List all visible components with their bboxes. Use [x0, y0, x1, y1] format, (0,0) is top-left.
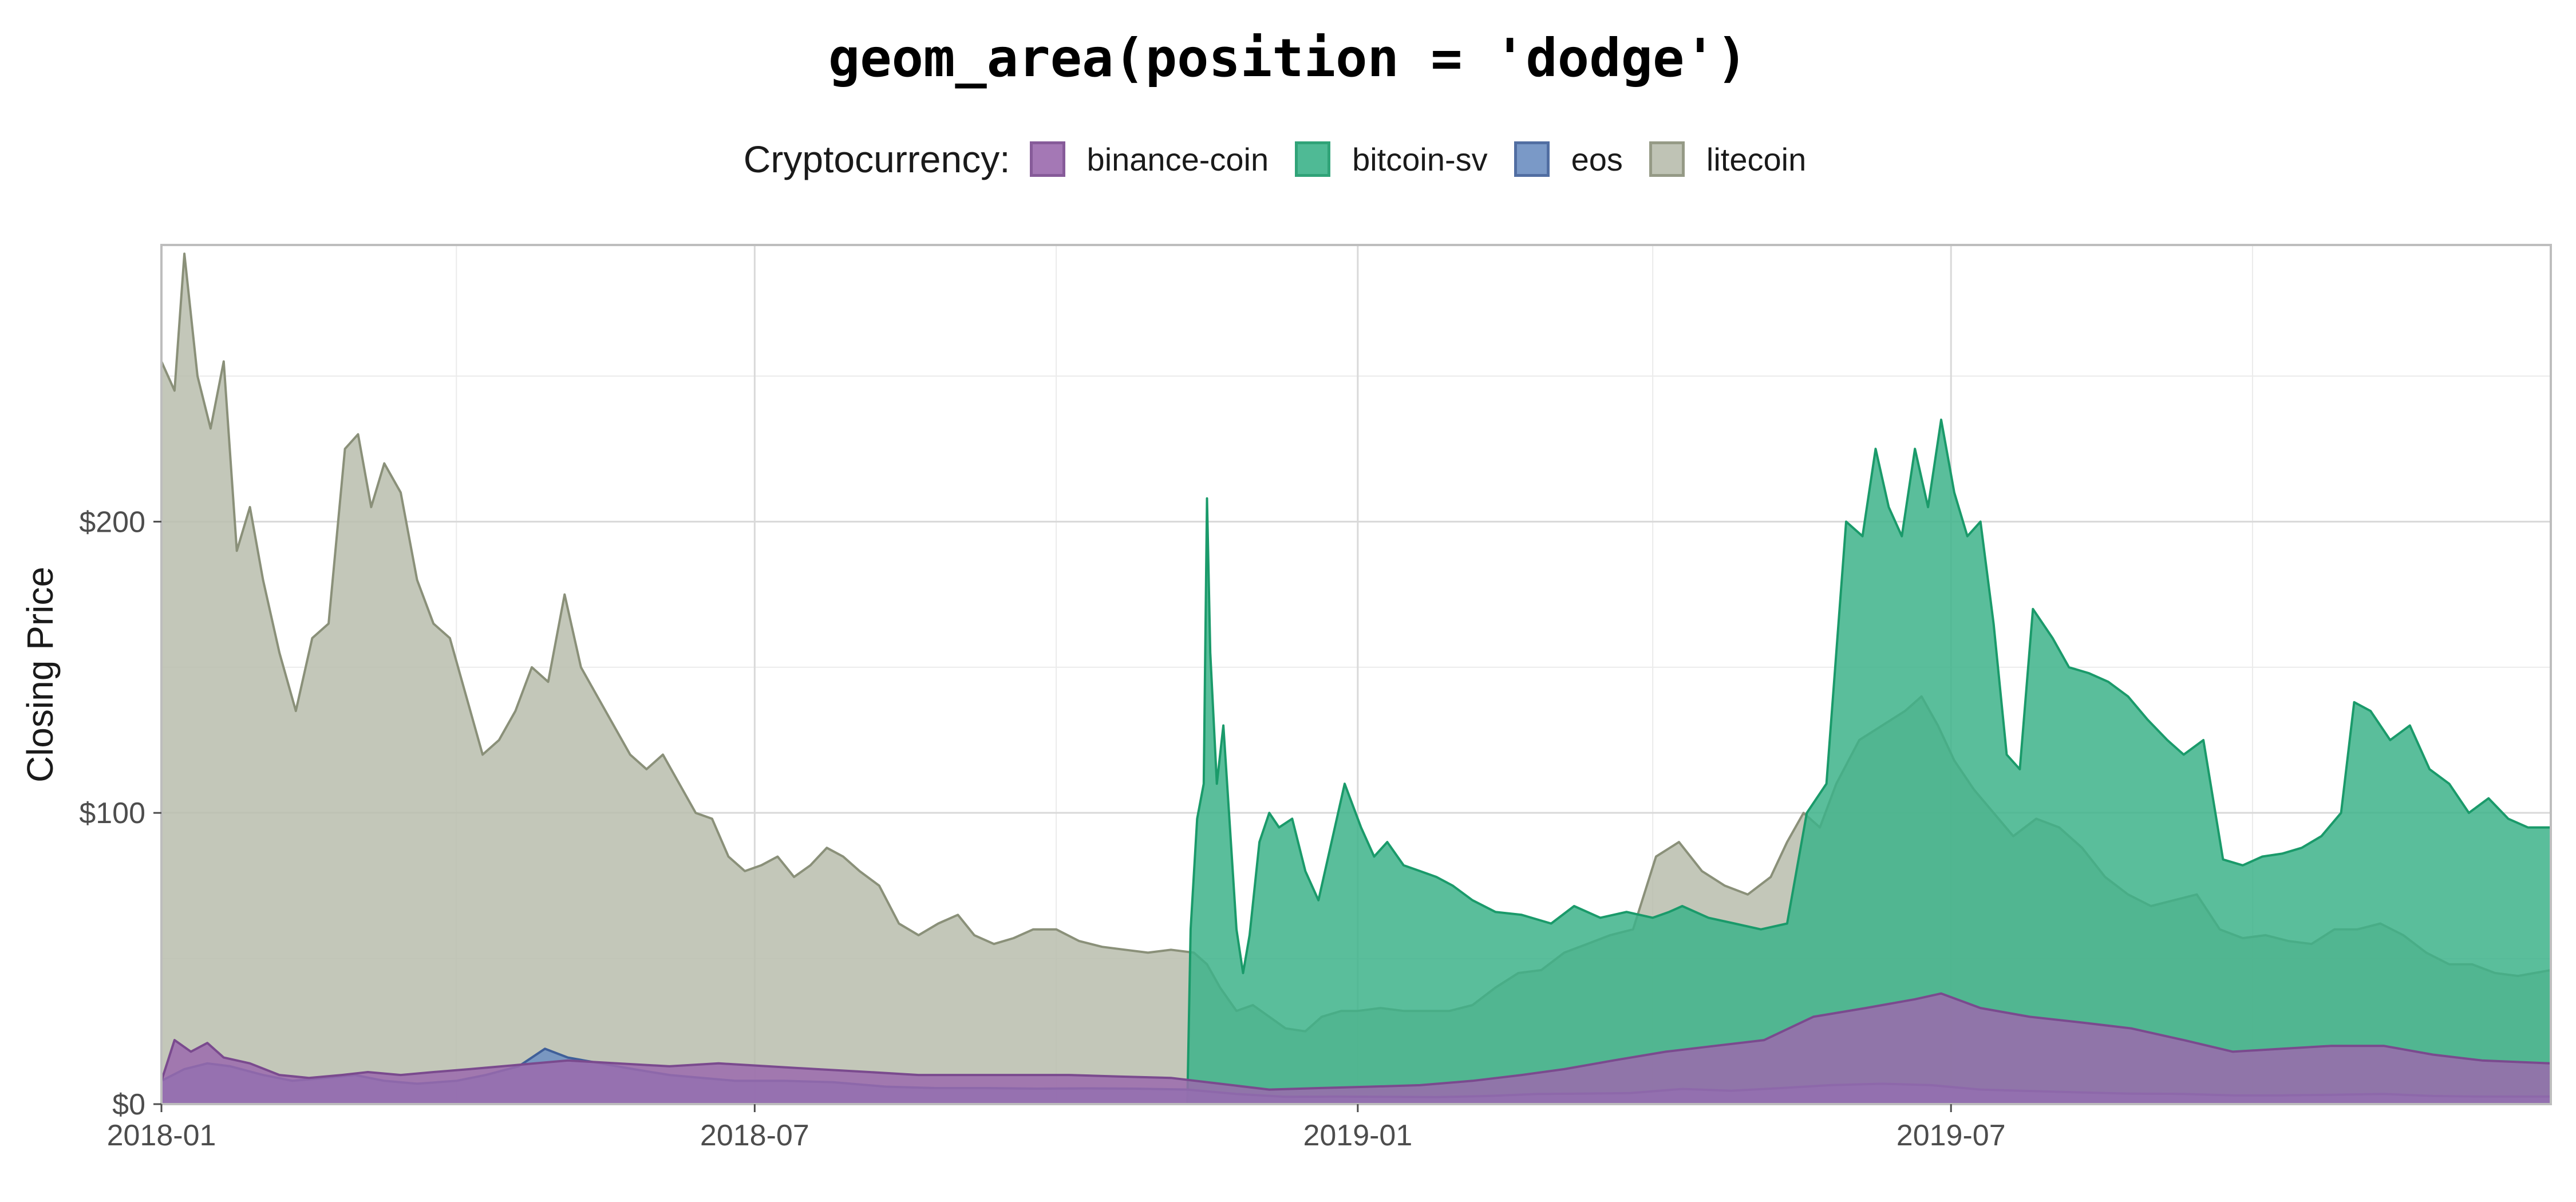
x-tick-label: 2018-01: [107, 1119, 216, 1152]
legend: Cryptocurrency: binance-coin bitcoin-sv …: [0, 131, 2576, 188]
legend-key-litecoin: [1649, 141, 1685, 177]
area-binance-coin: [160, 992, 2552, 1105]
legend-item-bitcoin-sv: bitcoin-sv: [1295, 141, 1488, 178]
panel-border: [160, 244, 2552, 1105]
x-tick-label: 2019-01: [1303, 1119, 1412, 1152]
legend-item-litecoin: litecoin: [1649, 141, 1806, 178]
legend-key-eos: [1514, 141, 1550, 177]
x-axis: 2018-01 2018-07 2019-01 2019-07: [107, 1104, 2006, 1152]
x-tick-label: 2018-07: [700, 1119, 809, 1152]
legend-label-binance-coin: binance-coin: [1086, 141, 1269, 177]
y-tick-label: $200: [79, 505, 145, 539]
legend-title: Cryptocurrency:: [743, 138, 1010, 180]
legend-key-binance-coin: [1029, 141, 1065, 177]
legend-key-bitcoin-sv: [1295, 141, 1331, 177]
y-axis-title: Closing Price: [19, 567, 61, 782]
y-tick-label: $100: [79, 797, 145, 830]
legend-label-eos: eos: [1571, 141, 1623, 177]
area-layer: [160, 252, 2552, 1105]
x-tick-label: 2019-07: [1897, 1119, 2006, 1152]
chart-title: geom_area(position = 'dodge'): [828, 27, 1748, 89]
legend-item-eos: eos: [1514, 141, 1623, 178]
y-axis: $0 $100 $200: [79, 505, 161, 1121]
y-tick-label: $0: [112, 1088, 145, 1121]
area-bitcoin-sv: [1186, 418, 2552, 1105]
legend-item-binance-coin: binance-coin: [1029, 141, 1269, 178]
legend-label-bitcoin-sv: bitcoin-sv: [1352, 141, 1488, 177]
legend-label-litecoin: litecoin: [1706, 141, 1807, 177]
